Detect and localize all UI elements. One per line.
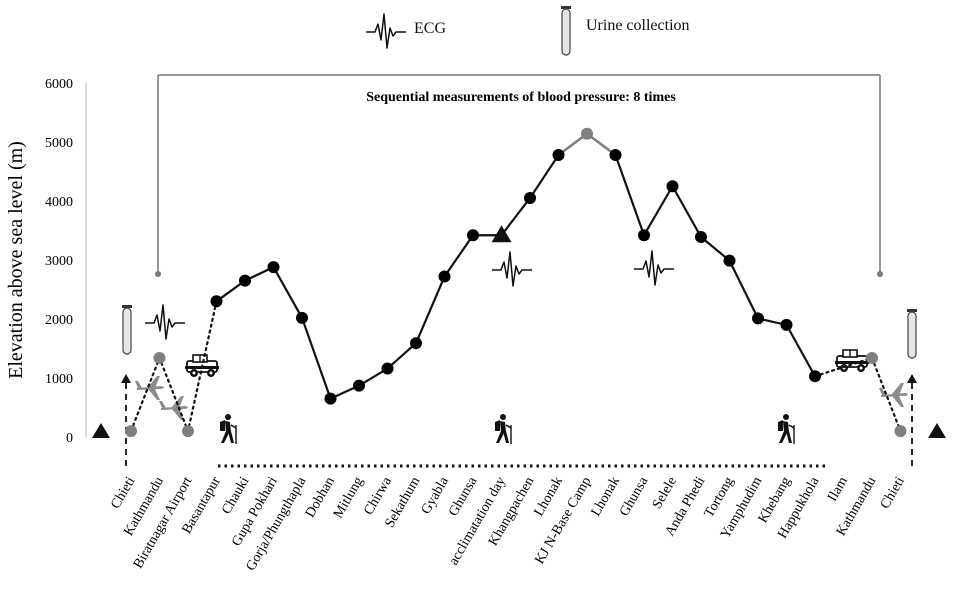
urine-tube-icon-start (121, 304, 133, 355)
airplane-icon-1 (135, 376, 164, 400)
y-tick-label: 3000 (45, 254, 73, 269)
data-point (210, 295, 223, 308)
y-tick-label: 0 (66, 431, 73, 446)
data-point (666, 180, 679, 193)
data-point (524, 192, 536, 205)
legend-urine-tube-icon (560, 5, 572, 56)
departure-dashes (121, 374, 917, 466)
legend-ecg-label: ECG (414, 20, 446, 37)
travel-point (182, 425, 194, 438)
data-point (353, 379, 365, 392)
data-point (239, 274, 251, 287)
data-point (267, 261, 280, 274)
ecg-icon-acclimatation (491, 251, 533, 287)
bp-bracket (155, 74, 883, 277)
data-point (723, 254, 736, 267)
legend-ecg-icon (365, 13, 407, 49)
data-point (296, 311, 308, 324)
y-tick-label: 2000 (45, 313, 73, 328)
data-point (467, 229, 479, 242)
ecg-icon-start (144, 304, 186, 340)
y-tick-label: 4000 (45, 195, 73, 210)
data-point (780, 318, 793, 331)
airplane-icon-2 (159, 396, 188, 420)
data-point (609, 148, 622, 161)
y-tick-label: 6000 (45, 77, 73, 92)
data-point (695, 230, 707, 243)
x-tick-label: Selele (650, 475, 680, 512)
start-triangle (92, 423, 110, 438)
hiker-icon-2 (494, 413, 512, 445)
urine-tube-icon-end (906, 308, 918, 359)
series-line-outbound-travel (129, 300, 218, 435)
series-line-trek (215, 132, 816, 400)
data-point (752, 312, 764, 325)
x-tick-label: Chieti (108, 474, 138, 511)
data-point (638, 229, 650, 242)
end-triangle (928, 423, 946, 438)
data-point (809, 370, 821, 383)
legend-urine-label: Urine collection (586, 17, 690, 34)
travel-point (581, 127, 593, 140)
bp-annotation: Sequential measurements of blood pressur… (366, 90, 676, 105)
y-axis: 0 1000 2000 3000 4000 5000 6000 (45, 77, 87, 446)
acclimatation-marker (491, 225, 512, 243)
x-tick-label: Chieti (878, 474, 908, 511)
x-tick-label: KJ N-Base Camp (532, 475, 594, 567)
travel-point (153, 351, 166, 364)
data-point (410, 337, 422, 350)
y-tick-label: 5000 (45, 136, 73, 151)
x-tick-label: Ghunsa (617, 474, 652, 519)
hiker-icon-3 (777, 413, 795, 445)
data-point (324, 392, 337, 405)
travel-point (866, 351, 878, 364)
travel-point (894, 425, 907, 438)
ecg-icon-return (633, 250, 675, 286)
travel-point (125, 425, 137, 438)
data-point (552, 148, 565, 161)
data-point (438, 270, 451, 283)
hiker-icon-1 (219, 413, 237, 445)
x-tick-label: Ilam (825, 474, 851, 504)
data-point (381, 362, 394, 375)
y-axis-label: Elevation above sea level (m) (5, 141, 27, 379)
y-tick-label: 1000 (45, 372, 73, 387)
